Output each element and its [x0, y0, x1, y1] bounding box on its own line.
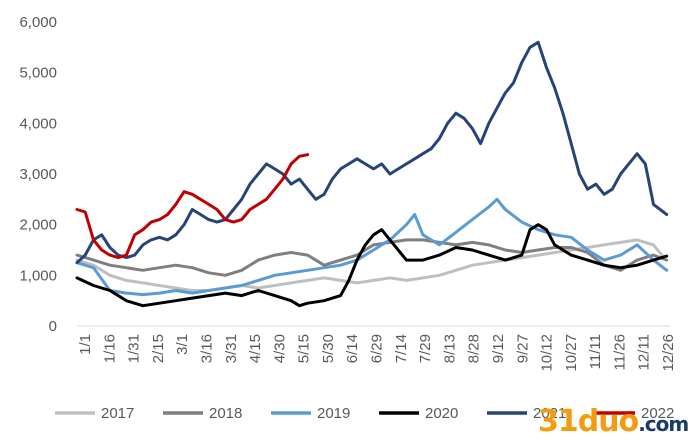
- legend-label-2022: 2022: [641, 405, 674, 422]
- series-line-2018: [75, 238, 669, 277]
- watermark-tld: .com: [638, 412, 689, 436]
- y-tick-label: 1,000: [19, 267, 57, 284]
- y-tick-label: 3,000: [19, 166, 57, 183]
- x-tick-label: 9/12: [490, 334, 507, 363]
- x-tick-label: 1/31: [126, 334, 143, 363]
- x-tick-label: 3/16: [198, 334, 215, 363]
- x-tick-label: 5/30: [320, 334, 337, 363]
- series-line-2022: [75, 153, 310, 260]
- x-tick-label: 1/16: [101, 334, 118, 363]
- legend-label-2017: 2017: [101, 405, 134, 422]
- x-tick-label: 10/27: [563, 334, 580, 372]
- series-line-2017: [75, 238, 664, 292]
- x-tick-label: 2/15: [150, 334, 167, 363]
- y-axis: 0 1,000 2,000 3,000 4,000 5,000 6,000: [19, 14, 57, 335]
- x-tick-label: 11/26: [611, 334, 628, 370]
- x-tick-label: 1/1: [77, 334, 94, 355]
- x-tick-label: 6/29: [369, 334, 386, 363]
- watermark-main: 31duo: [538, 404, 639, 439]
- y-tick-label: 4,000: [19, 115, 57, 132]
- y-tick-label: 6,000: [19, 14, 57, 31]
- x-tick-label: 12/26: [660, 334, 677, 372]
- x-tick-label: 8/13: [441, 334, 458, 363]
- x-tick-label: 3/1: [174, 334, 191, 355]
- x-tick-label: 9/27: [514, 334, 531, 363]
- x-tick-label: 4/30: [271, 334, 288, 363]
- x-tick-label: 11/11: [587, 334, 604, 369]
- y-tick-label: 2,000: [19, 217, 57, 234]
- x-tick-label: 5/15: [296, 334, 313, 363]
- series-line-2021: [75, 40, 669, 265]
- legend: 2017 2018 2019 2020 2021 2022: [55, 405, 674, 422]
- y-tick-label: 0: [49, 318, 57, 335]
- x-tick-label: 10/12: [539, 334, 556, 372]
- y-tick-label: 5,000: [19, 65, 57, 82]
- series-line-2020: [75, 223, 669, 308]
- x-tick-label: 12/11: [636, 334, 653, 370]
- legend-label-2020: 2020: [425, 405, 458, 422]
- legend-label-2019: 2019: [317, 405, 350, 422]
- x-tick-label: 4/15: [247, 334, 264, 363]
- legend-label-2018: 2018: [209, 405, 242, 422]
- legend-label-2021: 2021: [533, 405, 566, 422]
- x-tick-label: 7/14: [393, 334, 410, 363]
- x-tick-label: 8/28: [466, 334, 483, 363]
- x-tick-label: 6/14: [344, 334, 361, 363]
- x-tick-label: 3/31: [223, 334, 240, 363]
- series-layer: [75, 40, 669, 308]
- watermark-logo: 31duo.com: [538, 404, 689, 439]
- x-axis: 1/1 1/16 1/31 2/15 3/1 3/16 3/31 4/15 4/30 5/15 5/…: [77, 334, 677, 372]
- x-tick-label: 7/29: [417, 334, 434, 363]
